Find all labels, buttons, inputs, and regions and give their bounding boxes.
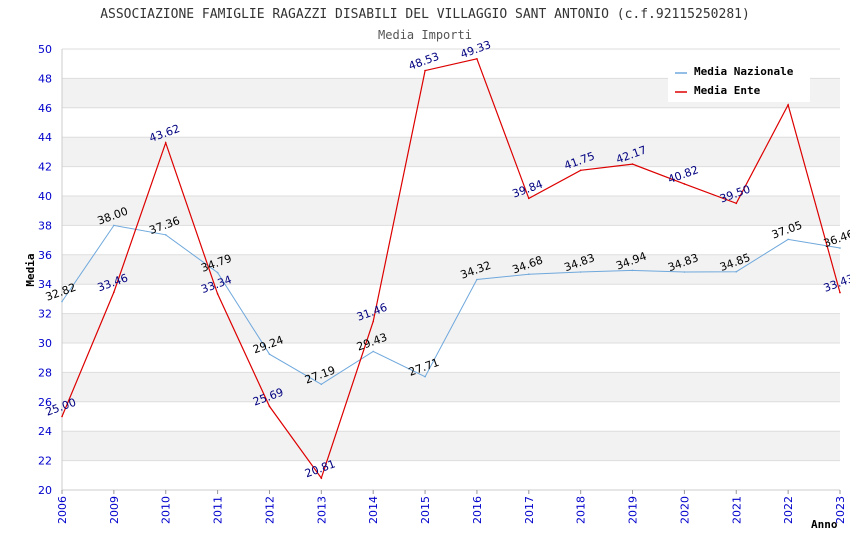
data-point <box>476 278 478 281</box>
data-point <box>528 197 530 200</box>
grid-band <box>62 137 840 167</box>
data-point <box>579 271 582 273</box>
data-point <box>164 234 167 236</box>
data-point <box>164 141 167 144</box>
data-point <box>683 183 686 185</box>
data-point <box>839 247 841 249</box>
x-tick-label: 2010 <box>160 496 173 524</box>
x-tick-label: 2012 <box>263 496 276 524</box>
x-tick-label: 2021 <box>730 496 743 524</box>
y-tick-label: 48 <box>38 72 52 85</box>
data-point <box>424 69 426 72</box>
x-tick-label: 2022 <box>782 496 795 524</box>
y-tick-label: 44 <box>38 131 52 144</box>
y-tick-label: 38 <box>38 219 52 232</box>
y-tick-label: 20 <box>38 484 52 497</box>
data-point <box>631 163 634 165</box>
series-line-media-nazionale <box>61 224 841 385</box>
legend-label-media-nazionale: Media Nazionale <box>694 65 794 78</box>
data-label: 36.46 <box>822 227 850 250</box>
y-tick-label: 50 <box>38 43 52 56</box>
series-line-media-ente <box>61 58 841 480</box>
data-point <box>113 224 115 227</box>
chart-title: ASSOCIAZIONE FAMIGLIE RAGAZZI DISABILI D… <box>100 7 750 22</box>
data-point <box>372 320 375 323</box>
legend-box <box>668 62 810 102</box>
x-tick-label: 2019 <box>627 496 640 524</box>
data-point <box>113 291 115 293</box>
x-tick-label: 2015 <box>419 496 432 524</box>
data-point <box>476 58 478 60</box>
y-axis-ticks: 20 22 24 26 28 30 32 34 36 38 40 42 44 46 48 50 <box>38 43 52 497</box>
data-point <box>579 169 582 172</box>
y-tick-label: 32 <box>38 308 52 321</box>
x-axis-label: Anno <box>811 518 838 531</box>
data-label: 48.53 <box>407 50 441 73</box>
x-tick-label: 2014 <box>367 496 380 524</box>
x-tick-label: 2020 <box>678 496 691 524</box>
data-point <box>320 383 323 386</box>
data-point <box>528 273 530 276</box>
series-group <box>61 58 841 480</box>
y-tick-label: 42 <box>38 161 52 174</box>
x-tick-label: 2016 <box>471 496 484 524</box>
x-tick-label: 2011 <box>212 496 225 524</box>
data-point <box>216 271 219 274</box>
y-tick-label: 34 <box>38 278 52 291</box>
grid-band <box>62 196 840 226</box>
y-tick-label: 22 <box>38 455 52 468</box>
data-point <box>787 238 789 241</box>
data-point <box>61 415 63 418</box>
data-point <box>735 270 738 273</box>
y-tick-label: 28 <box>38 366 52 379</box>
data-point <box>216 293 219 295</box>
x-tick-label: 2009 <box>108 496 121 524</box>
grid-band <box>62 254 840 285</box>
data-point <box>839 291 841 294</box>
data-point <box>787 104 789 106</box>
data-point <box>320 477 323 479</box>
data-point <box>268 405 271 408</box>
grid-band <box>62 431 840 461</box>
legend-label-media-ente: Media Ente <box>694 84 761 97</box>
data-point <box>372 350 375 353</box>
chart-subtitle: Media Importi <box>378 28 472 42</box>
x-tick-label: 2006 <box>56 496 69 524</box>
data-point <box>735 202 738 205</box>
data-point <box>424 375 426 378</box>
data-point <box>683 271 686 273</box>
x-tick-label: 2018 <box>575 496 588 524</box>
y-tick-label: 30 <box>38 337 52 350</box>
data-point <box>268 353 271 355</box>
legend: Media Nazionale Media Ente <box>668 62 810 102</box>
y-tick-label: 26 <box>38 396 52 409</box>
y-tick-label: 36 <box>38 249 52 262</box>
x-tick-label: 2023 <box>834 496 847 524</box>
y-tick-label: 40 <box>38 190 52 203</box>
grid-band <box>62 372 840 402</box>
data-point <box>631 269 634 272</box>
y-tick-label: 24 <box>38 425 52 438</box>
grid-bands <box>62 78 840 461</box>
y-axis-label: Media <box>24 253 37 286</box>
x-tick-label: 2013 <box>315 496 328 524</box>
x-axis-ticks: 2006 2009 2010 2011 2012 2013 2014 2015 2016 2017… <box>56 490 847 524</box>
data-point <box>61 300 63 303</box>
y-tick-label: 46 <box>38 102 52 115</box>
x-tick-label: 2017 <box>523 496 536 524</box>
